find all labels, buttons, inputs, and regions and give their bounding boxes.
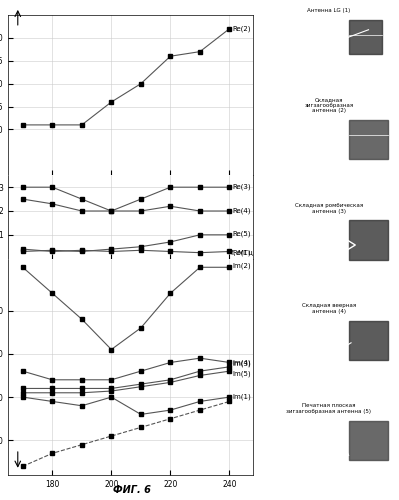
Text: Re(5): Re(5) xyxy=(232,230,251,237)
Bar xyxy=(349,421,388,461)
Text: f, МГц: f, МГц xyxy=(231,250,253,256)
Text: Im(3): Im(3) xyxy=(232,361,251,368)
Title: Складная ромбическая
антенна (3): Складная ромбическая антенна (3) xyxy=(294,203,363,213)
Bar xyxy=(349,20,382,54)
Text: Re(3): Re(3) xyxy=(232,184,251,190)
Bar xyxy=(349,120,388,160)
Bar xyxy=(349,220,388,260)
Text: Im(1): Im(1) xyxy=(232,394,251,400)
Text: Im(4): Im(4) xyxy=(232,359,251,366)
Title: Складная
зигзагообразная
антенна (2): Складная зигзагообразная антенна (2) xyxy=(304,97,354,114)
Title: Печатная плоская
зигзагообразная антенна (5): Печатная плоская зигзагообразная антенна… xyxy=(286,404,371,414)
Text: Im(2): Im(2) xyxy=(232,262,251,269)
Text: Re(1): Re(1) xyxy=(232,250,251,256)
Bar xyxy=(349,320,388,360)
Title: Складная веерная
антенна (4): Складная веерная антенна (4) xyxy=(302,303,356,314)
Text: Re(4): Re(4) xyxy=(232,208,251,214)
Title: Антенна LG (1): Антенна LG (1) xyxy=(307,8,350,13)
Text: Im(5): Im(5) xyxy=(232,370,251,377)
Text: Re(2): Re(2) xyxy=(232,26,251,32)
Text: ФИГ. 6: ФИГ. 6 xyxy=(113,485,150,495)
